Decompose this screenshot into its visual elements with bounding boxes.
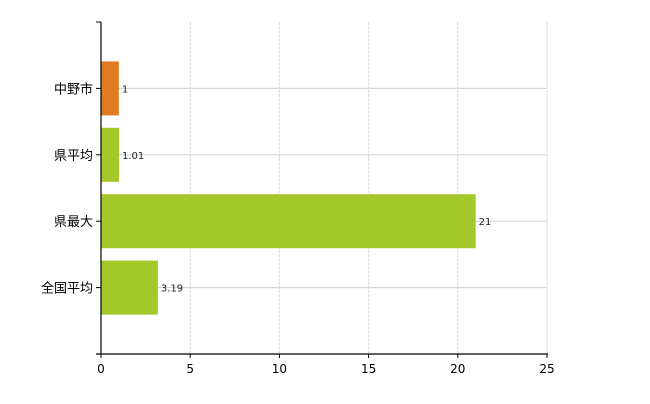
y-tick-label: 県最大 [54, 215, 93, 230]
x-tick-label: 10 [272, 362, 287, 376]
bar [101, 260, 158, 315]
data-label: 1.01 [122, 151, 144, 162]
data-label: 3.19 [161, 284, 183, 295]
bar [101, 194, 476, 249]
y-tick-label: 県平均 [54, 149, 93, 164]
y-tick-label: 中野市 [54, 81, 93, 97]
x-tick-label: 0 [97, 362, 105, 376]
x-tick-label: 15 [361, 362, 376, 376]
x-tick-label: 25 [539, 362, 554, 376]
data-label: 21 [479, 217, 492, 228]
x-tick-label: 5 [186, 362, 194, 376]
x-tick-label: 20 [450, 362, 465, 376]
data-label: 1 [122, 84, 128, 95]
bar [101, 61, 119, 116]
bar [101, 127, 120, 182]
y-tick-label: 全国平均 [41, 281, 93, 297]
